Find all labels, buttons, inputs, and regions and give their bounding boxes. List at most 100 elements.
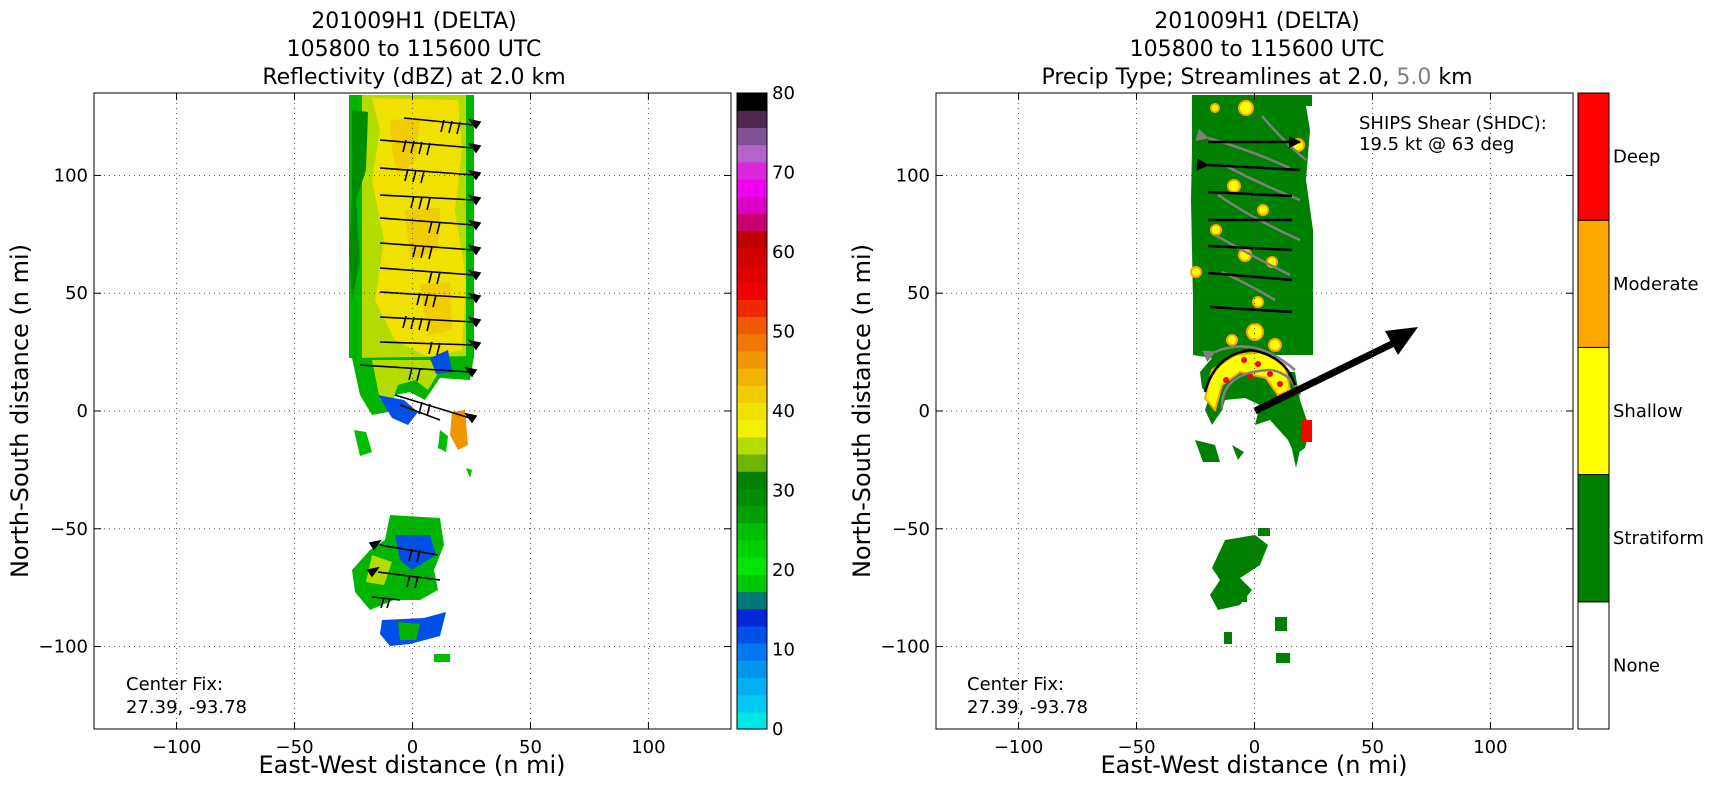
legend-frame: [1577, 92, 1610, 730]
colorbar-swatch: [737, 625, 767, 644]
colorbar-tick-label: 40: [772, 401, 795, 422]
precip-type-panel: 201009H1 (DELTA) 105800 to 115600 UTC Pr…: [848, 9, 1704, 779]
colorbar-swatch: [737, 522, 767, 541]
colorbar-swatch: [737, 196, 767, 214]
legend-label: Deep: [1613, 147, 1660, 168]
y-tick-label: −100: [881, 637, 930, 658]
right-title-line-2: 105800 to 115600 UTC: [1130, 37, 1385, 62]
colorbar-swatch: [737, 299, 767, 318]
stratiform-region: [1290, 440, 1300, 468]
wind-barbs: [359, 117, 482, 609]
colorbar-tick-label: 60: [772, 242, 795, 263]
colorbar-swatch: [737, 350, 767, 369]
legend-swatch: [1577, 474, 1610, 603]
y-tick-label: −50: [892, 519, 930, 540]
left-title-line-2: 105800 to 115600 UTC: [287, 37, 542, 62]
stratiform-region: [1210, 535, 1268, 610]
y-tick-label: 100: [54, 165, 88, 186]
stratiform-region: [1224, 632, 1232, 644]
stratiform-region: [1232, 445, 1244, 460]
echo-region: [438, 430, 448, 452]
right-y-axis-label: North-South distance (n mi): [848, 244, 876, 578]
colorbar-swatch: [737, 282, 767, 300]
right-title-level-5km: 5.0: [1396, 65, 1431, 90]
colorbar-swatch: [737, 711, 767, 730]
echo-region: [378, 395, 418, 425]
colorbar-swatch: [737, 247, 767, 266]
right-x-axis-label: East-West distance (n mi): [1100, 751, 1407, 779]
colorbar-swatch: [737, 144, 767, 163]
shear-arrow-shaft: [1253, 336, 1402, 415]
colorbar-tick-label: 0: [772, 719, 783, 740]
echo-region: [466, 468, 472, 478]
colorbar-swatch: [737, 419, 767, 438]
colorbar-swatch: [737, 574, 767, 593]
left-grid: [94, 93, 731, 729]
right-title-line-1: 201009H1 (DELTA): [1154, 9, 1360, 34]
colorbar-swatch: [737, 333, 767, 352]
right-y-ticks: −100 −50 0 50 100: [881, 165, 1573, 658]
left-title-line-1: 201009H1 (DELTA): [311, 9, 517, 34]
echo-region: [352, 515, 444, 610]
colorbar-swatch: [737, 213, 767, 232]
left-title-line-3: Reflectivity (dBZ) at 2.0 km: [262, 65, 565, 90]
x-tick-label: 100: [631, 737, 665, 758]
colorbar-swatch: [737, 402, 767, 421]
echo-region: [398, 622, 420, 640]
reflectivity-panel: 201009H1 (DELTA) 105800 to 115600 UTC Re…: [6, 9, 795, 779]
colorbar-labels: 0 10 20 30 40 50 60 70 80: [772, 83, 795, 740]
stratiform-region: [1258, 528, 1270, 536]
left-y-axis-label: North-South distance (n mi): [6, 244, 34, 578]
left-x-axis-label: East-West distance (n mi): [258, 751, 565, 779]
shear-value: 19.5 kt @ 63 deg: [1359, 134, 1514, 155]
legend-swatch: [1577, 219, 1610, 348]
colorbar-swatch: [737, 230, 767, 249]
colorbar-swatch: [737, 694, 767, 713]
colorbar-swatch: [737, 127, 767, 146]
echo-region: [395, 535, 436, 570]
echo-region: [430, 350, 452, 374]
stratiform-region: [1195, 440, 1220, 462]
colorbar-swatch: [737, 608, 767, 627]
x-tick-label: 0: [1249, 737, 1260, 758]
colorbar-swatch: [737, 660, 767, 679]
stratiform-region: [1275, 617, 1287, 631]
colorbar-swatch: [737, 453, 767, 472]
right-title-part-3: km: [1431, 65, 1472, 90]
x-tick-label: 0: [407, 737, 418, 758]
y-tick-label: −100: [39, 637, 88, 658]
y-tick-label: 0: [77, 401, 88, 422]
colorbar-swatch: [737, 368, 767, 386]
x-tick-label: 50: [519, 737, 542, 758]
x-tick-label: −50: [1118, 737, 1156, 758]
right-grid: [936, 93, 1573, 729]
left-center-fix-label: Center Fix:: [126, 674, 223, 695]
y-tick-label: 50: [907, 283, 930, 304]
x-tick-label: 100: [1473, 737, 1507, 758]
left-x-ticks: −100 −50 0 50 100: [152, 93, 666, 758]
x-tick-label: −50: [276, 737, 314, 758]
colorbar-swatch: [737, 539, 767, 558]
colorbar-tick-label: 50: [772, 322, 795, 343]
colorbar-swatch: [737, 591, 767, 610]
reflectivity-colorbar: [737, 93, 767, 730]
colorbar-swatch: [737, 316, 767, 335]
colorbar-swatch: [737, 643, 767, 661]
right-x-ticks: −100 −50 0 50 100: [994, 93, 1508, 758]
precip-type-legend: [1577, 92, 1610, 730]
y-tick-label: −50: [50, 519, 88, 540]
colorbar-tick-label: 30: [772, 481, 795, 502]
colorbar-tick-label: 10: [772, 640, 795, 661]
right-title-line-3: Precip Type; Streamlines at 2.0, 5.0 km: [1041, 65, 1472, 90]
colorbar-swatch: [737, 264, 767, 283]
x-tick-label: −100: [152, 737, 201, 758]
colorbar-tick-label: 20: [772, 560, 795, 581]
legend-labels: None Stratiform Shallow Moderate Deep: [1613, 147, 1704, 677]
colorbar-swatch: [737, 471, 767, 489]
deep-convection: [1223, 357, 1312, 442]
colorbar-swatch: [737, 178, 767, 197]
y-tick-label: 100: [896, 165, 930, 186]
stratiform-region: [1237, 592, 1247, 602]
colorbar-swatch: [737, 385, 767, 404]
